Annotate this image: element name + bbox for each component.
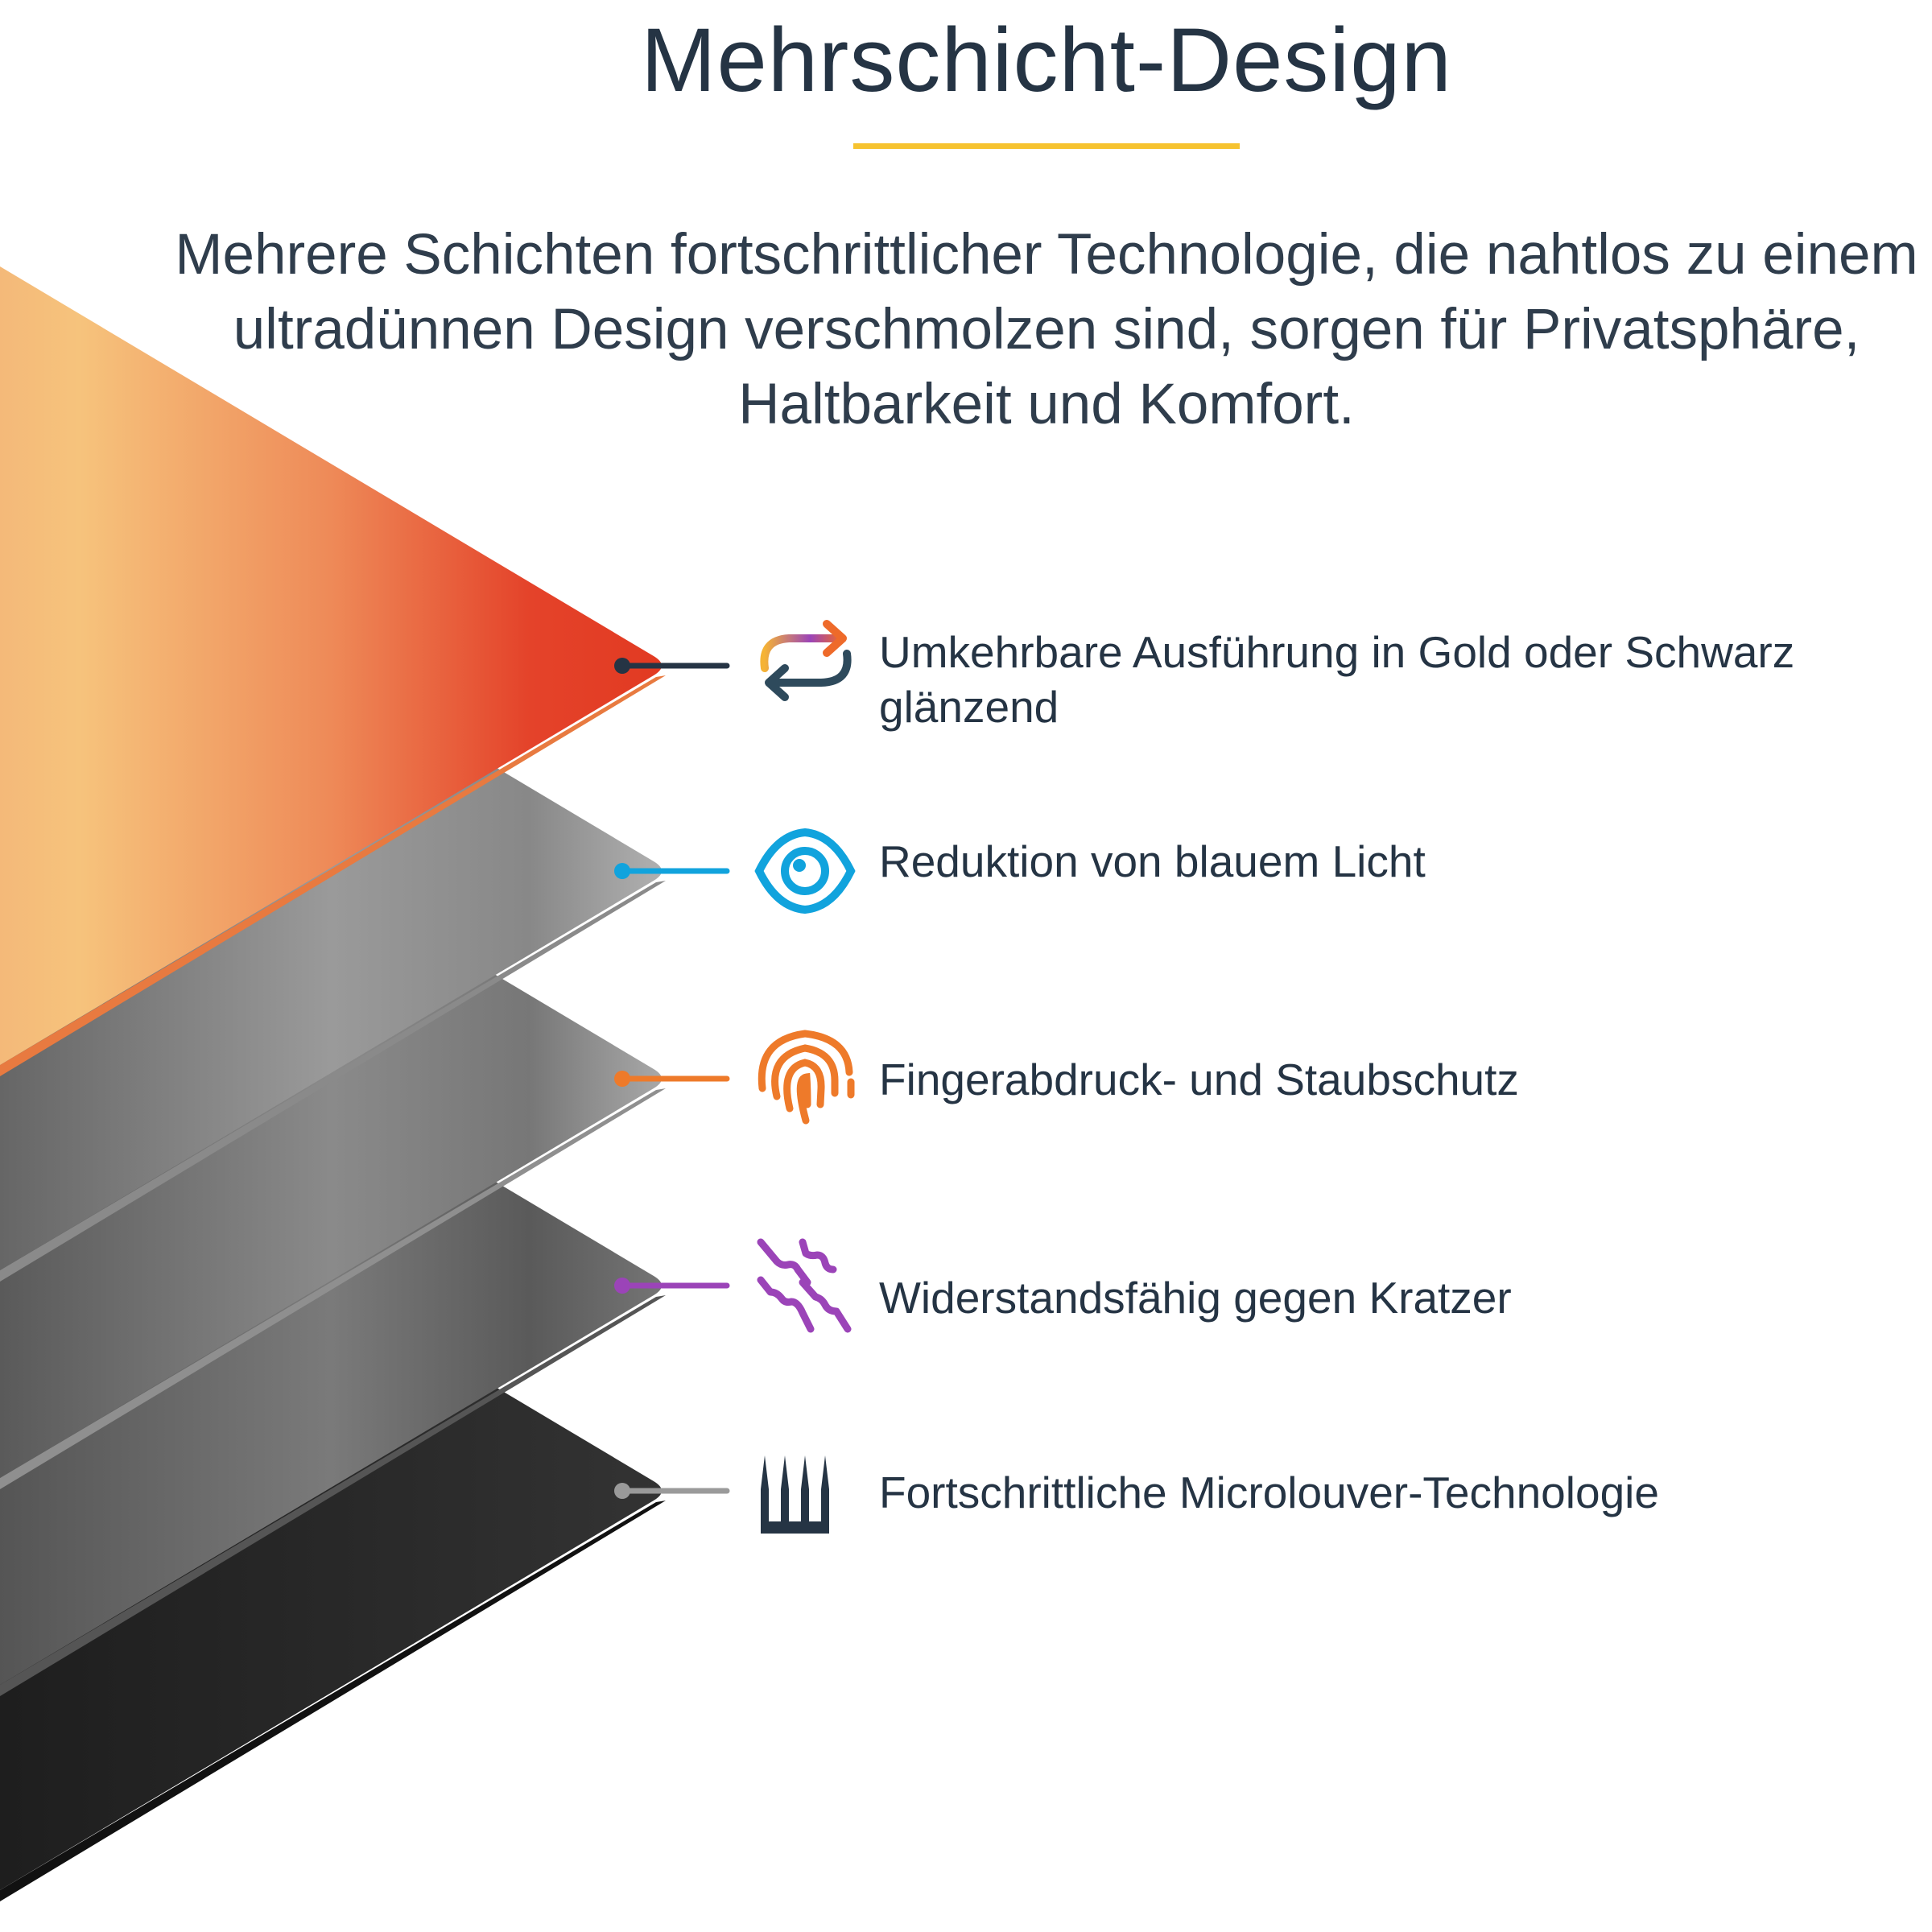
connector-dot [614,863,630,879]
feature-label: Reduktion von blauem Licht [879,834,1893,889]
feature-label-line: Umkehrbare Ausführung in Gold oder Schwa… [879,627,1795,677]
feature-label-line: Fortschrittliche Microlouver-Technologie [879,1468,1659,1517]
subtitle-line: Haltbarkeit und Komfort. [738,373,1355,436]
page-title: Mehrschicht-Design [641,10,1452,110]
subtitle: Mehrere Schichten fortschrittlicher Tech… [0,217,1932,442]
scratches-icon [753,1236,857,1340]
connector-dot [614,1071,630,1087]
black-layer-edge [0,1501,666,1901]
feature-label: Fortschrittliche Microlouver-Technologie [879,1465,1893,1520]
gray-layer-2-edge [0,1088,666,1489]
feature-label-line: Widerstandsfähig gegen Kratzer [879,1273,1512,1323]
feature-label-line: glänzend [879,682,1059,732]
feature-label: Fingerabdruck- und Staubschutz [879,1052,1893,1107]
reverse-arrows-icon [753,612,857,716]
feature-label: Umkehrbare Ausführung in Gold oder Schwa… [879,625,1893,734]
connector-dot [614,1278,630,1294]
title-underline [853,143,1240,149]
subtitle-line: Mehrere Schichten fortschrittlicher Tech… [175,223,1918,287]
connector-dot [614,1483,630,1499]
orange-layer-edge [0,675,666,1076]
feature-label: Widerstandsfähig gegen Kratzer [879,1270,1893,1325]
subtitle-line: ultradünnen Design verschmolzen sind, so… [233,298,1860,361]
gray-layer-3-edge [0,1295,666,1696]
orange-layer [0,266,662,1065]
microlouver-icon [753,1441,857,1546]
feature-label-line: Reduktion von blauem Licht [879,836,1426,886]
fingerprint-icon [753,1024,857,1129]
connector-dot [614,658,630,674]
feature-label-line: Fingerabdruck- und Staubschutz [879,1055,1519,1104]
eye-icon [753,819,857,923]
gray-layer-1-edge [0,881,666,1282]
